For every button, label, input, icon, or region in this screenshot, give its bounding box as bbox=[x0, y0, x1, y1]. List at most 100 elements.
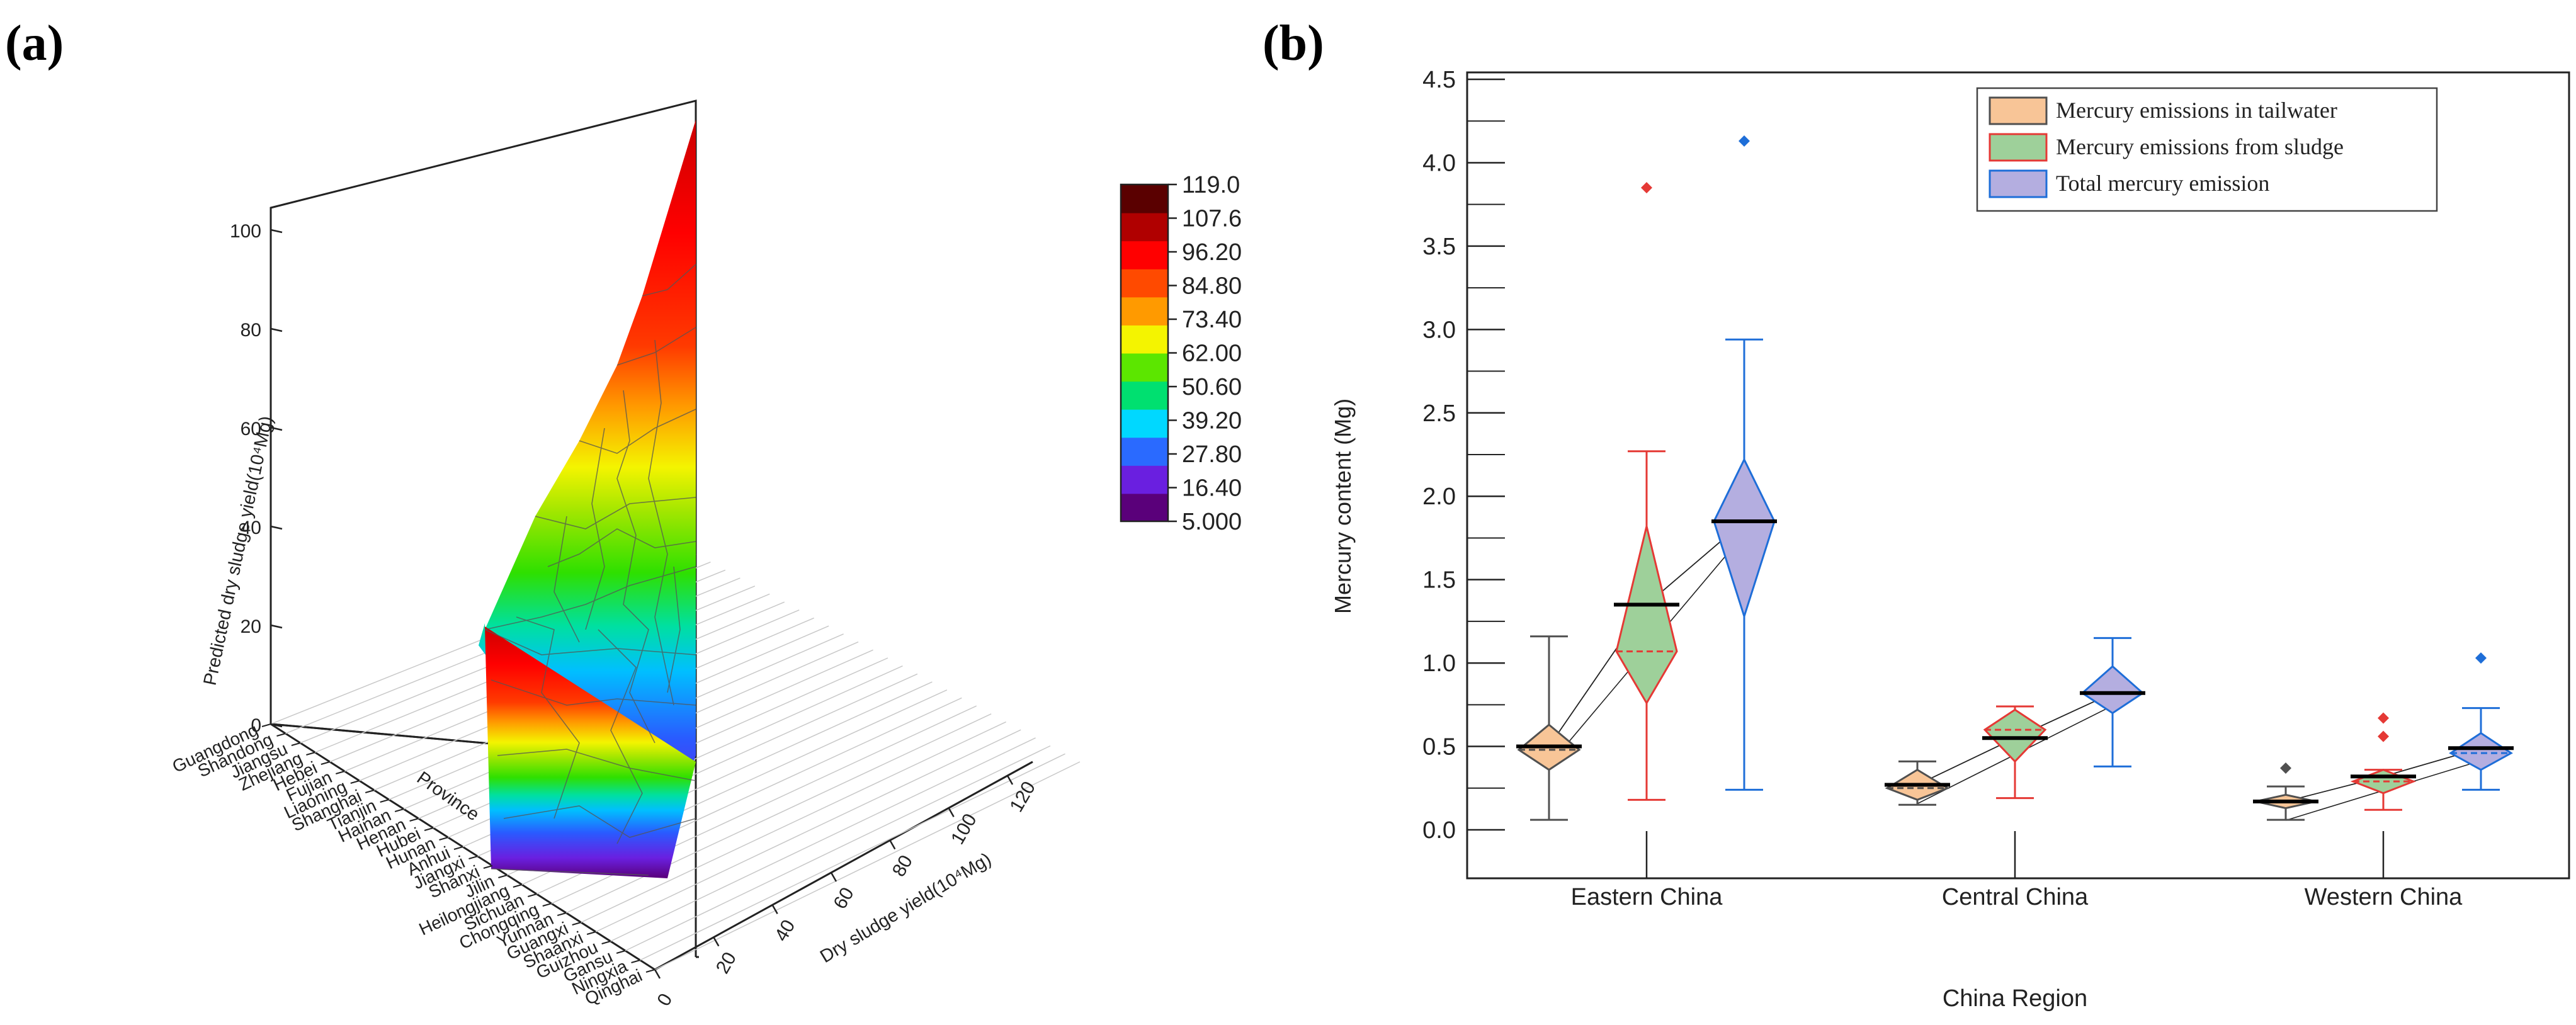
z-tick-label: 20 bbox=[241, 616, 261, 637]
floor-grid-line bbox=[565, 713, 992, 914]
z-tick-label: 40 bbox=[241, 518, 261, 538]
legend-swatch bbox=[1989, 96, 2048, 125]
panel-b-box-violin-plot: 0.0 0.5 1.0 1.5 2.0 2.5 3.0 3.5 4.0 4.5 Eastern C… bbox=[1330, 67, 2570, 1012]
z-tick-mark bbox=[270, 723, 283, 728]
iqr-diamond bbox=[1983, 708, 2047, 763]
province-tick-mark bbox=[616, 950, 626, 954]
violin-box bbox=[1711, 135, 1777, 791]
panel-a-label: (a) bbox=[5, 16, 64, 71]
outlier-point bbox=[1641, 182, 1652, 194]
province-tick-mark bbox=[424, 827, 434, 831]
colorbar-tick-label: 73.40 bbox=[1182, 307, 1242, 333]
y-tick-label: 4.0 bbox=[1422, 150, 1456, 176]
y-axis-label: Mercury content (Mg) bbox=[1330, 399, 1356, 614]
outlier-point bbox=[2378, 712, 2389, 724]
outlier-point bbox=[2280, 762, 2291, 774]
x-tick-label: 0 bbox=[653, 990, 676, 1010]
x-tick-mark bbox=[654, 969, 661, 979]
x-tick-mark bbox=[771, 904, 778, 914]
x-tick-label: Eastern China bbox=[1571, 884, 1723, 910]
province-tick-mark bbox=[498, 875, 508, 878]
x-tick-label: 100 bbox=[947, 810, 981, 848]
violin-box bbox=[1982, 705, 2048, 800]
x-axis-ticks: Eastern China Central China Western China bbox=[1571, 831, 2463, 910]
x-tick-mark bbox=[713, 937, 720, 947]
province-tick-mark bbox=[350, 780, 360, 784]
colorbar-band bbox=[1121, 437, 1168, 466]
province-tick-mark bbox=[631, 960, 640, 963]
x-tick-label: 60 bbox=[829, 884, 858, 912]
x-tick-label: Central China bbox=[1942, 884, 2089, 910]
y-tick-label: 0.5 bbox=[1422, 734, 1456, 761]
colorbar-tick-label: 16.40 bbox=[1182, 475, 1242, 502]
colorbar-band bbox=[1121, 465, 1168, 494]
x-tick-label: 20 bbox=[712, 949, 740, 977]
province-tick-mark bbox=[261, 723, 271, 727]
iqr-diamond bbox=[1713, 457, 1776, 620]
province-tick-mark bbox=[291, 742, 301, 746]
colorbar-tick-label: 5.000 bbox=[1182, 509, 1242, 535]
colorbar-band bbox=[1121, 324, 1168, 354]
colorbar-band bbox=[1121, 353, 1168, 382]
z-tick-label: 60 bbox=[241, 419, 261, 439]
legend-swatch bbox=[1989, 169, 2048, 198]
y-tick-label: 1.5 bbox=[1422, 567, 1456, 594]
province-tick-mark bbox=[394, 808, 404, 812]
x-axis-line bbox=[654, 761, 1033, 971]
y-tick-label: 2.5 bbox=[1422, 400, 1456, 427]
z-axis-ticks: 0 20 40 60 80 100 bbox=[230, 221, 283, 736]
colorbar-tick-label: 62.00 bbox=[1182, 341, 1242, 367]
colorbar-tick-label: 84.80 bbox=[1182, 273, 1242, 300]
province-tick-mark bbox=[380, 799, 389, 803]
y-tick-label: 1.0 bbox=[1422, 650, 1456, 677]
outlier-point bbox=[2378, 730, 2389, 742]
province-tick-mark bbox=[483, 865, 493, 869]
z-tick-label: 80 bbox=[241, 320, 261, 341]
province-tick-mark bbox=[365, 790, 375, 793]
colorbar: 119.0 107.6 96.20 84.80 73.40 62.00 50.60 39.20… bbox=[1120, 172, 1242, 535]
plot-frame bbox=[1466, 71, 2570, 880]
violin-box bbox=[1614, 182, 1679, 801]
iqr-diamond bbox=[2080, 665, 2145, 715]
legend-swatch bbox=[1989, 133, 2048, 162]
province-tick-mark bbox=[645, 969, 655, 973]
province-tick-mark bbox=[439, 837, 448, 841]
panel-b-label: (b) bbox=[1262, 16, 1324, 71]
x-tick-mark bbox=[1006, 775, 1014, 785]
floor-grid-line bbox=[595, 729, 1021, 932]
colorbar-band bbox=[1121, 268, 1168, 298]
outlier-point bbox=[1739, 135, 1750, 147]
floor-grid-line bbox=[581, 721, 1007, 923]
province-tick-mark bbox=[453, 846, 463, 850]
z-tick-mark bbox=[270, 426, 283, 431]
legend-label: Mercury emissions in tailwater bbox=[2056, 98, 2337, 123]
violin-boxes bbox=[1516, 135, 2514, 821]
z-tick-mark bbox=[270, 327, 283, 332]
y-tick-label: 3.5 bbox=[1422, 234, 1456, 260]
colorbar-tick-label: 27.80 bbox=[1182, 441, 1242, 468]
x-tick-mark bbox=[889, 840, 896, 850]
violin-box bbox=[2253, 762, 2318, 821]
iqr-diamond bbox=[2449, 732, 2513, 771]
z-tick-label: 0 bbox=[251, 715, 261, 736]
province-tick-mark bbox=[276, 733, 286, 737]
floor-grid-line bbox=[654, 761, 1081, 970]
x-tick-label: Western China bbox=[2305, 884, 2463, 910]
z-tick-label: 100 bbox=[230, 221, 261, 242]
colorbar-tick-label: 39.20 bbox=[1182, 408, 1242, 434]
province-tick-mark bbox=[336, 771, 345, 774]
y-axis-ticks: 0.0 0.5 1.0 1.5 2.0 2.5 3.0 3.5 4.0 4.5 bbox=[1422, 67, 1505, 844]
colorbar-band bbox=[1121, 212, 1168, 242]
x-tick-label: 80 bbox=[888, 852, 917, 880]
province-tick-mark bbox=[468, 856, 478, 859]
x-tick-mark bbox=[830, 872, 837, 882]
colorbar-tick-label: 96.20 bbox=[1182, 239, 1242, 266]
province-tick-mark bbox=[409, 818, 419, 822]
x-axis-label: China Region bbox=[1943, 985, 2087, 1012]
outlier-point bbox=[2475, 652, 2487, 664]
z-tick-mark bbox=[270, 624, 283, 629]
province-tick-mark bbox=[321, 761, 331, 765]
legend-label: Total mercury emission bbox=[2056, 171, 2269, 196]
violin-box bbox=[2448, 652, 2514, 791]
